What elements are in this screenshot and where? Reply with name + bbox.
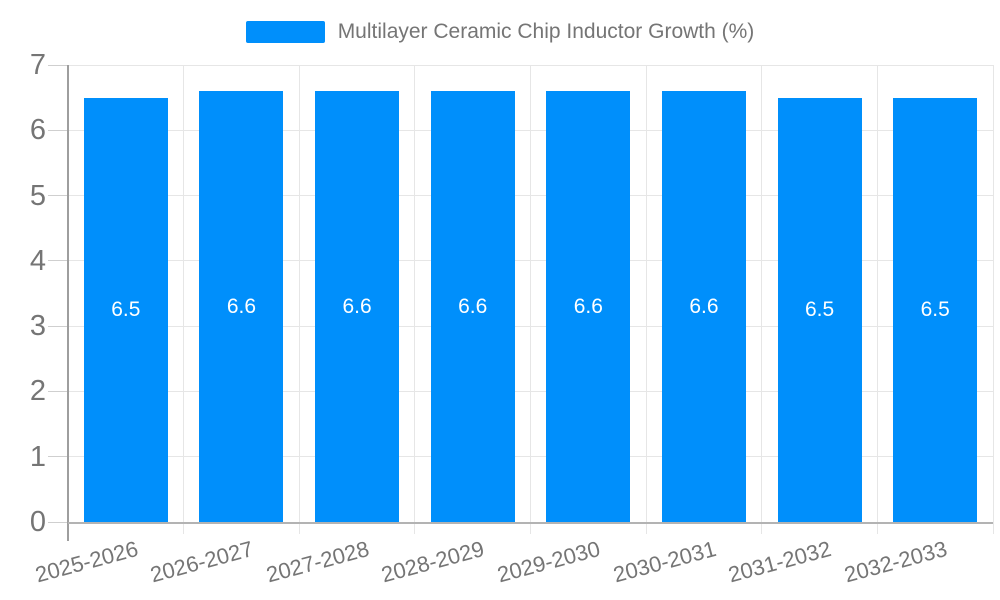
x-tick-label: 2030-2031 [610,536,719,588]
y-tick [48,129,68,131]
legend-marker-swatch [245,21,325,43]
legend-item[interactable]: Multilayer Ceramic Chip Inductor Growth … [245,20,755,44]
bar: 6.5 [83,97,168,522]
bar-value-label: 6.5 [111,297,141,321]
y-tick-label: 5 [29,179,46,212]
y-tick [48,195,68,197]
bar: 6.6 [546,91,631,522]
bar: 6.5 [893,97,978,522]
x-tick-label: 2026-2027 [147,536,256,588]
y-tick [48,456,68,458]
x-gridline [298,65,300,534]
x-gridline [530,65,531,534]
x-tick-label: 2031-2032 [725,536,835,588]
x-tick-label: 2032-2033 [841,536,950,588]
bar: 6.6 [430,91,515,522]
bar: 6.6 [315,91,400,522]
y-tick-label: 4 [29,244,46,277]
x-tick-label: 2025-2026 [32,536,141,588]
x-gridline [414,65,416,534]
x-gridline [876,65,878,534]
y-tick-label: 1 [29,440,46,473]
x-tick-label: 2029-2030 [494,536,603,588]
bar: 6.5 [777,97,862,522]
y-tick [48,64,68,66]
bar: 6.6 [199,91,284,522]
y-tick-label: 2 [29,375,46,408]
y-tick [48,325,68,327]
bar-value-label: 6.6 [573,294,603,318]
bar-value-label: 6.6 [689,294,719,318]
bar-value-label: 6.6 [342,294,372,318]
x-axis-line [68,522,993,524]
x-gridline [761,65,763,534]
bar-value-label: 6.5 [920,297,950,321]
y-tick-label: 0 [29,506,46,538]
x-tick-label: 2027-2028 [263,536,372,588]
x-gridline [645,65,647,534]
bar-value-label: 6.5 [804,297,835,321]
y-tick-label: 6 [29,114,46,147]
y-tick-label: 3 [29,310,46,343]
bar: 6.6 [661,91,746,522]
bar-value-label: 6.6 [226,294,257,318]
y-axis-line [67,65,69,541]
legend-series-label: Multilayer Ceramic Chip Inductor Growth … [337,20,755,43]
legend: Multilayer Ceramic Chip Inductor Growth … [0,20,1000,44]
x-gridline [183,65,185,534]
y-tick [48,521,68,523]
x-tick-label: 2028-2029 [379,536,488,588]
bar-value-label: 6.6 [458,294,488,318]
x-gridline [992,65,994,534]
y-tick [48,390,68,392]
y-tick-label: 7 [29,49,46,81]
y-tick [48,260,68,262]
